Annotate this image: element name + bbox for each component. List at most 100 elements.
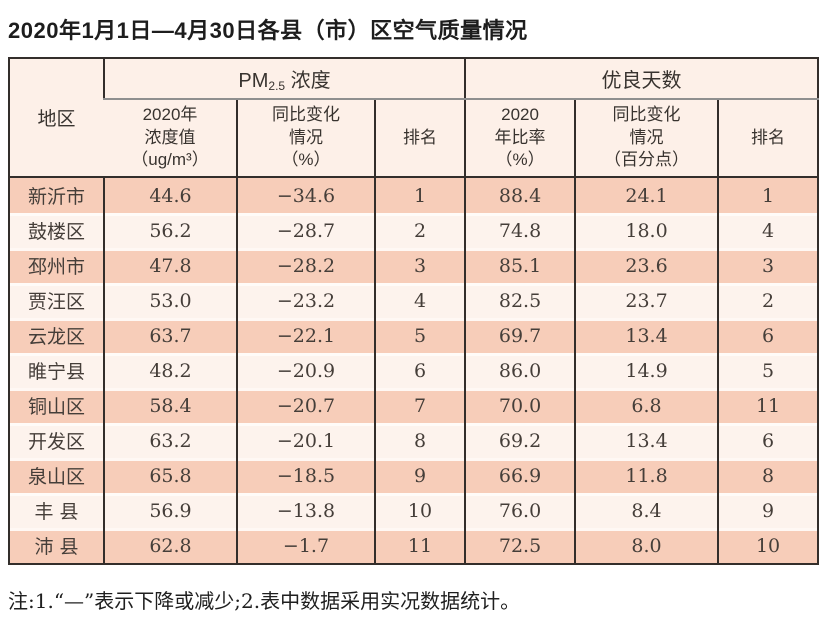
pm25-label-prefix: PM	[238, 70, 269, 92]
region-cell: 邳州市	[9, 248, 104, 283]
pm-change-cell: −23.2	[236, 283, 375, 318]
pm-value-cell: 47.8	[103, 248, 237, 283]
pm-rank-cell: 9	[373, 458, 466, 493]
pm-change-cell: −28.2	[236, 248, 375, 283]
region-cell: 泉山区	[9, 458, 104, 493]
footnote: 注:1.“—”表示下降或减少;2.表中数据采用实况数据统计。	[8, 589, 521, 613]
days-rank-cell: 8	[717, 458, 819, 493]
pm-rank-cell: 5	[373, 318, 466, 353]
region-cell: 开发区	[9, 423, 104, 458]
days-ratio-cell: 70.0	[464, 388, 576, 423]
pm-change-cell: −13.8	[236, 493, 375, 528]
region-cell: 沛 县	[9, 528, 104, 564]
days-change-cell: 14.9	[574, 353, 719, 388]
days-ratio-cell: 74.8	[464, 213, 576, 248]
pm-change-cell: −22.1	[236, 318, 375, 353]
col-header-pm-value: 2020年 浓度值 （ug/m³）	[104, 99, 237, 178]
pm-value-cell: 63.7	[103, 318, 237, 353]
pm-value-cell: 53.0	[103, 283, 237, 318]
days-rank-cell: 6	[717, 423, 819, 458]
pm-value-cell: 48.2	[103, 353, 237, 388]
days-ratio-cell: 82.5	[464, 283, 576, 318]
pm-change-cell: −1.7	[236, 528, 375, 564]
region-cell: 新沂市	[9, 177, 104, 213]
days-change-cell: 23.6	[574, 248, 719, 283]
table-row: 睢宁县 48.2 −20.9 6 86.0 14.9 5	[9, 353, 819, 388]
pm25-label-suffix: 浓度	[285, 70, 331, 92]
col-header-days-rank: 排名	[717, 99, 819, 178]
col-header-days-ratio: 2020 年比率 （%）	[464, 99, 576, 178]
pm-change-cell: −20.1	[236, 423, 375, 458]
days-rank-cell: 6	[717, 318, 819, 353]
days-ratio-cell: 72.5	[464, 528, 576, 564]
region-cell: 丰 县	[9, 493, 104, 528]
pm-value-cell: 65.8	[103, 458, 237, 493]
pm-value-cell: 56.9	[103, 493, 237, 528]
days-change-cell: 8.4	[574, 493, 719, 528]
days-change-cell: 6.8	[574, 388, 719, 423]
pm-rank-cell: 2	[373, 213, 466, 248]
pm-change-cell: −18.5	[236, 458, 375, 493]
pm-rank-cell: 7	[373, 388, 466, 423]
region-cell: 鼓楼区	[9, 213, 104, 248]
region-cell: 云龙区	[9, 318, 104, 353]
days-rank-cell: 9	[717, 493, 819, 528]
table-row: 新沂市 44.6 −34.6 1 88.4 24.1 1	[9, 177, 819, 213]
days-change-cell: 23.7	[574, 283, 719, 318]
group-header-pm25: PM2.5 浓度	[102, 58, 466, 100]
days-rank-cell: 5	[717, 353, 819, 388]
pm-rank-cell: 4	[373, 283, 466, 318]
pm-change-cell: −34.6	[236, 177, 375, 213]
days-rank-cell: 4	[717, 213, 819, 248]
pm-value-cell: 63.2	[103, 423, 237, 458]
days-rank-cell: 1	[717, 177, 819, 213]
pm25-label-subscript: 2.5	[268, 79, 286, 93]
pm-value-cell: 44.6	[103, 177, 237, 213]
pm-value-cell: 58.4	[103, 388, 237, 423]
pm-change-cell: −28.7	[236, 213, 375, 248]
table-header: 地区 PM2.5 浓度 优良天数 2020年 浓度值 （ug/m³） 同比变化 …	[9, 58, 819, 178]
days-rank-cell: 10	[717, 528, 819, 564]
days-change-cell: 13.4	[574, 423, 719, 458]
table-row: 云龙区 63.7 −22.1 5 69.7 13.4 6	[9, 318, 819, 353]
pm-change-cell: −20.7	[236, 388, 375, 423]
table-row: 铜山区 58.4 −20.7 7 70.0 6.8 11	[9, 388, 819, 423]
days-ratio-cell: 88.4	[464, 177, 576, 213]
table-row: 贾汪区 53.0 −23.2 4 82.5 23.7 2	[9, 283, 819, 318]
days-ratio-cell: 69.2	[464, 423, 576, 458]
table-row: 丰 县 56.9 −13.8 10 76.0 8.4 9	[9, 493, 819, 528]
days-change-cell: 8.0	[574, 528, 719, 564]
days-change-cell: 11.8	[574, 458, 719, 493]
region-cell: 贾汪区	[9, 283, 104, 318]
col-header-region: 地区	[9, 58, 104, 178]
days-ratio-cell: 69.7	[464, 318, 576, 353]
days-change-cell: 13.4	[574, 318, 719, 353]
days-change-cell: 24.1	[574, 177, 719, 213]
air-quality-table: 地区 PM2.5 浓度 优良天数 2020年 浓度值 （ug/m³） 同比变化 …	[8, 57, 820, 565]
sub-header-row: 2020年 浓度值 （ug/m³） 同比变化 情况 （%） 排名 2020 年比…	[9, 99, 819, 178]
table-row: 沛 县 62.8 −1.7 11 72.5 8.0 10	[9, 528, 819, 564]
days-rank-cell: 3	[717, 248, 819, 283]
col-header-pm-rank: 排名	[373, 99, 466, 178]
days-ratio-cell: 66.9	[464, 458, 576, 493]
table-row: 鼓楼区 56.2 −28.7 2 74.8 18.0 4	[9, 213, 819, 248]
days-rank-cell: 11	[717, 388, 819, 423]
days-ratio-cell: 76.0	[464, 493, 576, 528]
pm-rank-cell: 8	[373, 423, 466, 458]
col-header-pm-change: 同比变化 情况 （%）	[236, 99, 375, 178]
col-header-days-change: 同比变化 情况 （百分点）	[574, 99, 719, 178]
table-body: 新沂市 44.6 −34.6 1 88.4 24.1 1 鼓楼区 56.2 −28.7 2 74.8 1…	[9, 177, 819, 564]
pm-value-cell: 56.2	[103, 213, 237, 248]
page-title: 2020年1月1日—4月30日各县（市）区空气质量情况	[8, 18, 528, 43]
days-rank-cell: 2	[717, 283, 819, 318]
group-header-good-days: 优良天数	[464, 58, 819, 100]
pm-value-cell: 62.8	[103, 528, 237, 564]
days-ratio-cell: 86.0	[464, 353, 576, 388]
days-ratio-cell: 85.1	[464, 248, 576, 283]
pm-rank-cell: 11	[373, 528, 466, 564]
pm-change-cell: −20.9	[236, 353, 375, 388]
region-cell: 铜山区	[9, 388, 104, 423]
days-change-cell: 18.0	[574, 213, 719, 248]
group-header-row: 地区 PM2.5 浓度 优良天数	[9, 58, 819, 178]
